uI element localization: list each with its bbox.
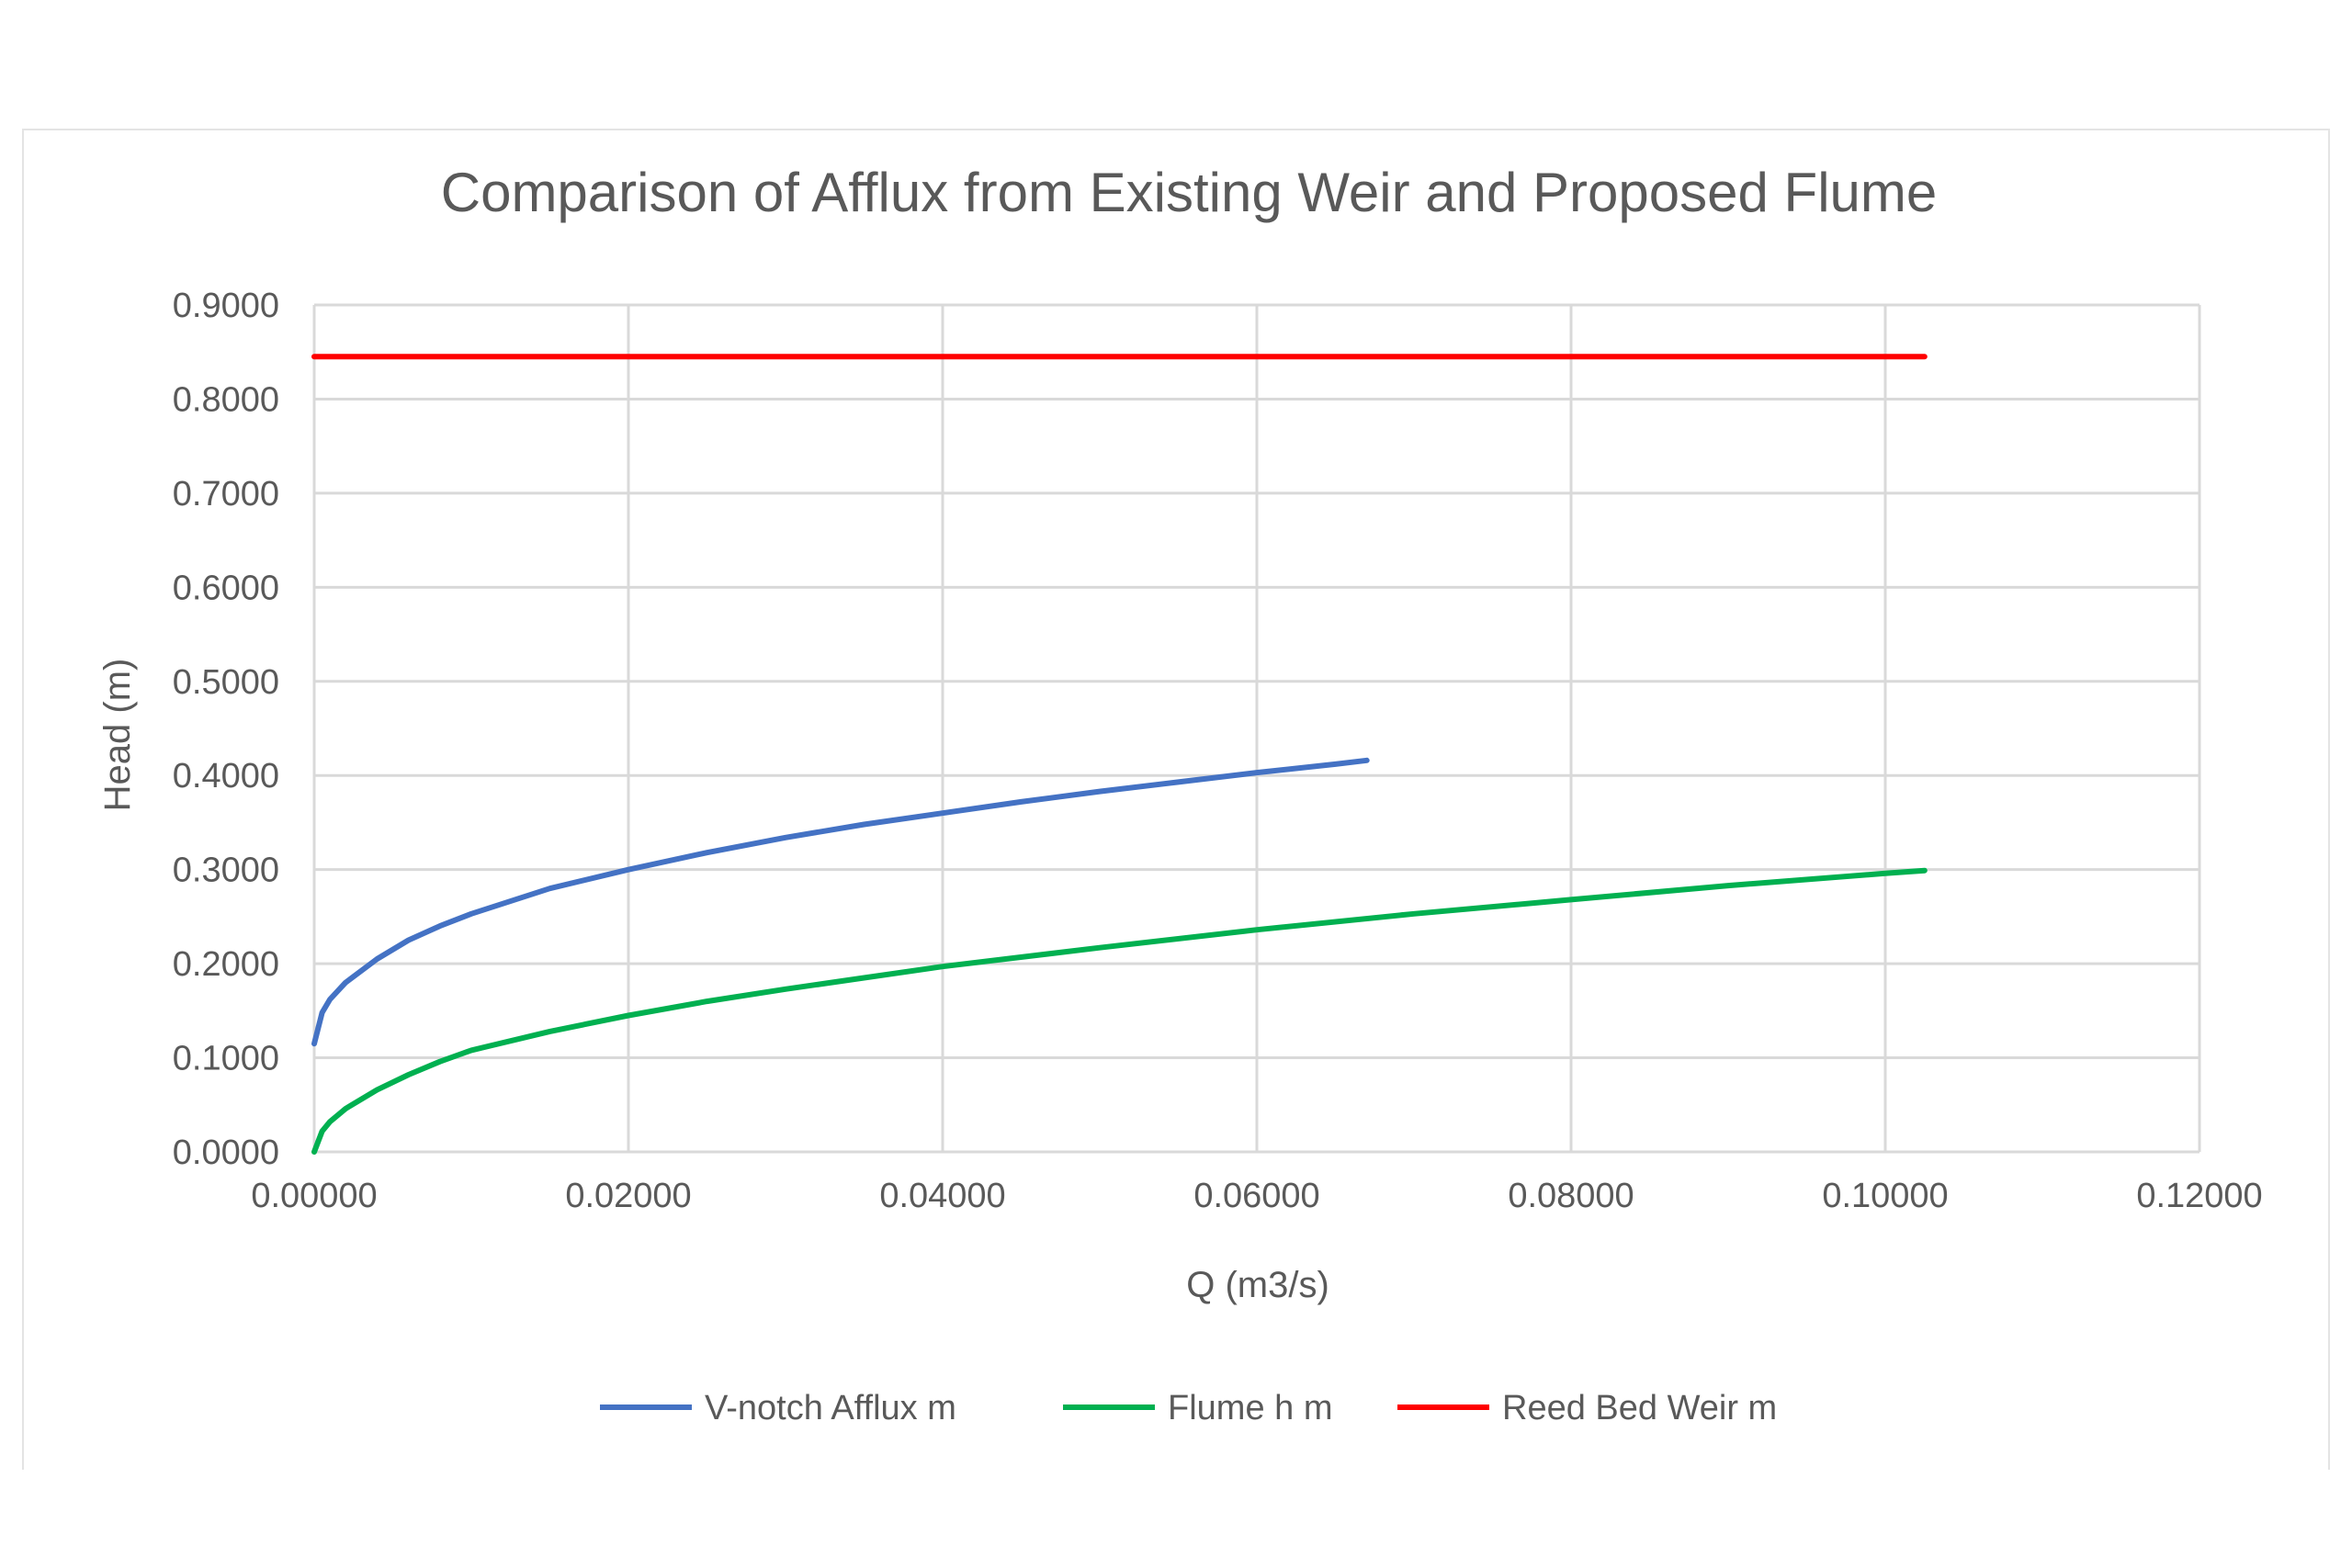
y-tick-label: 0.1000 — [173, 1040, 279, 1078]
x-tick-label: 0.00000 — [251, 1177, 377, 1215]
legend: V-notch Afflux m Flume h m Reed Bed Weir m — [600, 1389, 1777, 1427]
x-tick-label: 0.04000 — [879, 1177, 1005, 1215]
legend-label-3: Reed Bed Weir m — [1502, 1389, 1777, 1427]
x-tick-label: 0.06000 — [1193, 1177, 1319, 1215]
y-tick-label: 0.4000 — [173, 757, 279, 795]
y-tick-label: 0.2000 — [173, 945, 279, 984]
tick-labels: 0.0000 0.1000 0.2000 0.3000 0.4000 0.5000 0.60… — [173, 287, 2263, 1215]
y-tick-label: 0.3000 — [173, 852, 279, 890]
line-chart: Comparison of Afflux from Existing Weir … — [97, 162, 2263, 1427]
y-tick-label: 0.8000 — [173, 380, 279, 419]
y-tick-label: 0.9000 — [173, 287, 279, 325]
x-tick-label: 0.08000 — [1508, 1177, 1634, 1215]
y-axis-label: Head (m) — [97, 659, 138, 812]
x-tick-label: 0.02000 — [565, 1177, 691, 1215]
chart-title: Comparison of Afflux from Existing Weir … — [441, 162, 1938, 223]
series-line-1 — [311, 757, 1370, 1047]
x-tick-label: 0.12000 — [2136, 1177, 2262, 1215]
y-tick-label: 0.7000 — [173, 475, 279, 513]
series-line-2 — [311, 867, 1928, 1155]
legend-label-1: V-notch Afflux m — [705, 1389, 956, 1427]
y-tick-label: 0.6000 — [173, 569, 279, 607]
series-lines — [311, 354, 1928, 1155]
y-tick-label: 0.0000 — [173, 1134, 279, 1172]
legend-label-2: Flume h m — [1168, 1389, 1332, 1427]
x-axis-label: Q (m3/s) — [1186, 1265, 1329, 1305]
x-tick-label: 0.10000 — [1822, 1177, 1948, 1215]
chart-container: Comparison of Afflux from Existing Weir … — [22, 129, 2330, 1470]
y-tick-label: 0.5000 — [173, 663, 279, 702]
gridlines — [312, 303, 2201, 1154]
